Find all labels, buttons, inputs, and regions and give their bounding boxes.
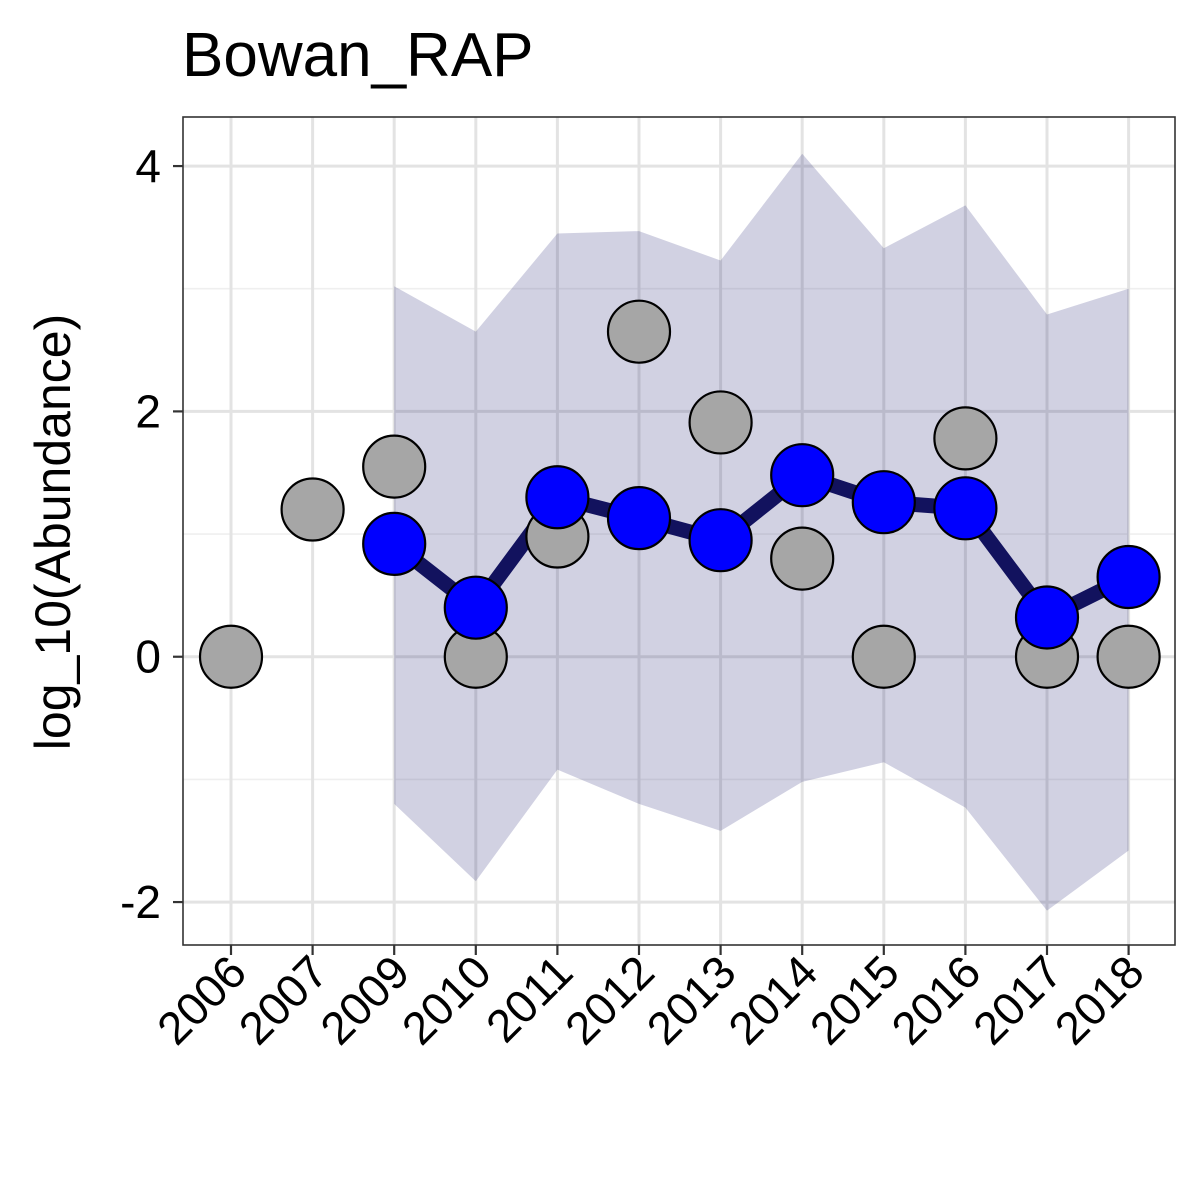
fitted-series-line: [386, 467, 1137, 625]
y-tick-label: 2: [135, 385, 161, 437]
fitted-point: [770, 443, 835, 508]
fitted-points: [362, 443, 1161, 650]
confidence-ribbon: [394, 153, 1129, 911]
x-axis: 2006200720092010201120122013201420152016…: [147, 945, 1154, 1054]
y-tick-label: 0: [135, 631, 161, 683]
observed-point: [362, 434, 427, 499]
fitted-point: [362, 511, 427, 576]
x-tick-label: 2011: [476, 945, 583, 1052]
observed-point: [933, 406, 998, 471]
x-tick-label: 2013: [637, 945, 746, 1054]
fitted-line: [386, 467, 1137, 625]
fitted-point: [606, 486, 672, 551]
x-tick-label: 2006: [147, 945, 256, 1054]
x-tick-label: 2010: [392, 945, 501, 1054]
observed-point: [280, 477, 345, 542]
y-tick-label: 4: [135, 140, 161, 192]
y-axis-label: log_10(Abundance): [25, 314, 81, 750]
x-tick-label: 2015: [800, 945, 909, 1054]
chart-title: Bowan_RAP: [182, 21, 534, 90]
y-tick-label: -2: [120, 876, 161, 928]
plot-border: [182, 116, 1176, 946]
fitted-point: [1096, 544, 1161, 610]
observed-point: [606, 299, 672, 364]
fitted-point: [443, 575, 508, 640]
x-tick-label: 2014: [718, 945, 827, 1054]
x-tick-label: 2016: [881, 945, 990, 1054]
y-axis: 4 2 0 -2: [120, 140, 183, 928]
fitted-point: [688, 508, 753, 573]
x-tick-label: 2007: [229, 945, 338, 1054]
x-tick-label: 2017: [963, 945, 1072, 1054]
x-tick-label: 2009: [310, 945, 419, 1054]
fitted-point: [1014, 585, 1080, 650]
ribbon-area: [394, 153, 1129, 911]
observed-point: [1096, 624, 1161, 689]
observed-point: [770, 526, 835, 591]
observed-point: [688, 390, 753, 455]
x-tick-label: 2012: [555, 945, 664, 1054]
fitted-point: [933, 476, 998, 541]
observed-point: [198, 624, 264, 689]
observed-point: [851, 624, 916, 689]
fitted-point: [525, 465, 590, 530]
x-tick-label: 2018: [1045, 945, 1154, 1054]
fitted-point: [851, 470, 916, 535]
observed-points: [198, 299, 1161, 689]
